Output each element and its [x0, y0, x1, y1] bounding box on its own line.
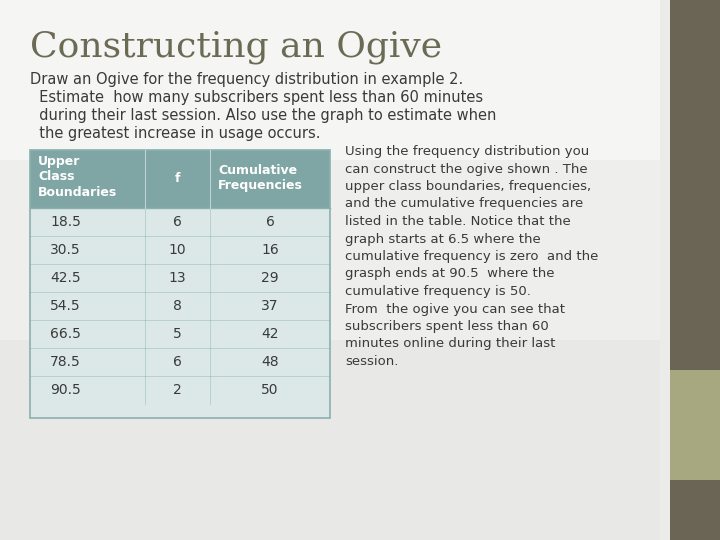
Text: 6: 6 — [266, 215, 274, 229]
Text: 13: 13 — [168, 271, 186, 285]
Bar — [30, 150, 330, 208]
Text: cumulative frequency is 50.: cumulative frequency is 50. — [345, 285, 531, 298]
Text: 30.5: 30.5 — [50, 243, 81, 257]
Text: listed in the table. Notice that the: listed in the table. Notice that the — [345, 215, 571, 228]
Text: 29: 29 — [261, 271, 279, 285]
Text: Draw an Ogive for the frequency distribution in example 2.: Draw an Ogive for the frequency distribu… — [30, 72, 463, 87]
Text: From  the ogive you can see that: From the ogive you can see that — [345, 302, 565, 315]
Text: subscribers spent less than 60: subscribers spent less than 60 — [345, 320, 549, 333]
Bar — [0, 0, 660, 160]
Text: 16: 16 — [261, 243, 279, 257]
Text: 37: 37 — [261, 299, 279, 313]
Text: 78.5: 78.5 — [50, 355, 81, 369]
Text: f: f — [175, 172, 180, 186]
Text: 5: 5 — [173, 327, 182, 341]
Text: 42.5: 42.5 — [50, 271, 81, 285]
Text: 66.5: 66.5 — [50, 327, 81, 341]
Text: cumulative frequency is zero  and the: cumulative frequency is zero and the — [345, 250, 598, 263]
Bar — [670, 370, 720, 480]
Text: 54.5: 54.5 — [50, 299, 81, 313]
Text: 90.5: 90.5 — [50, 383, 81, 397]
Text: graph starts at 6.5 where the: graph starts at 6.5 where the — [345, 233, 541, 246]
Text: grasph ends at 90.5  where the: grasph ends at 90.5 where the — [345, 267, 554, 280]
Text: 42: 42 — [261, 327, 279, 341]
Text: minutes online during their last: minutes online during their last — [345, 338, 555, 350]
Text: 18.5: 18.5 — [50, 215, 81, 229]
Text: Upper
Class
Boundaries: Upper Class Boundaries — [38, 155, 117, 199]
Text: upper class boundaries, frequencies,: upper class boundaries, frequencies, — [345, 180, 591, 193]
Bar — [30, 208, 330, 418]
Text: 48: 48 — [261, 355, 279, 369]
Text: session.: session. — [345, 355, 398, 368]
Text: 2: 2 — [173, 383, 182, 397]
Bar — [30, 150, 330, 418]
Text: 6: 6 — [173, 355, 182, 369]
Text: 50: 50 — [261, 383, 279, 397]
Text: the greatest increase in usage occurs.: the greatest increase in usage occurs. — [30, 126, 320, 141]
Text: during their last session. Also use the graph to estimate when: during their last session. Also use the … — [30, 108, 496, 123]
Text: Cumulative
Frequencies: Cumulative Frequencies — [218, 164, 303, 192]
Text: 10: 10 — [168, 243, 186, 257]
Text: and the cumulative frequencies are: and the cumulative frequencies are — [345, 198, 583, 211]
Text: Using the frequency distribution you: Using the frequency distribution you — [345, 145, 589, 158]
Bar — [0, 160, 660, 340]
Text: 6: 6 — [173, 215, 182, 229]
Bar — [0, 340, 660, 540]
Text: 8: 8 — [173, 299, 182, 313]
Text: Estimate  how many subscribers spent less than 60 minutes: Estimate how many subscribers spent less… — [30, 90, 483, 105]
Text: Constructing an Ogive: Constructing an Ogive — [30, 30, 442, 64]
Bar — [670, 0, 720, 540]
Text: can construct the ogive shown . The: can construct the ogive shown . The — [345, 163, 588, 176]
